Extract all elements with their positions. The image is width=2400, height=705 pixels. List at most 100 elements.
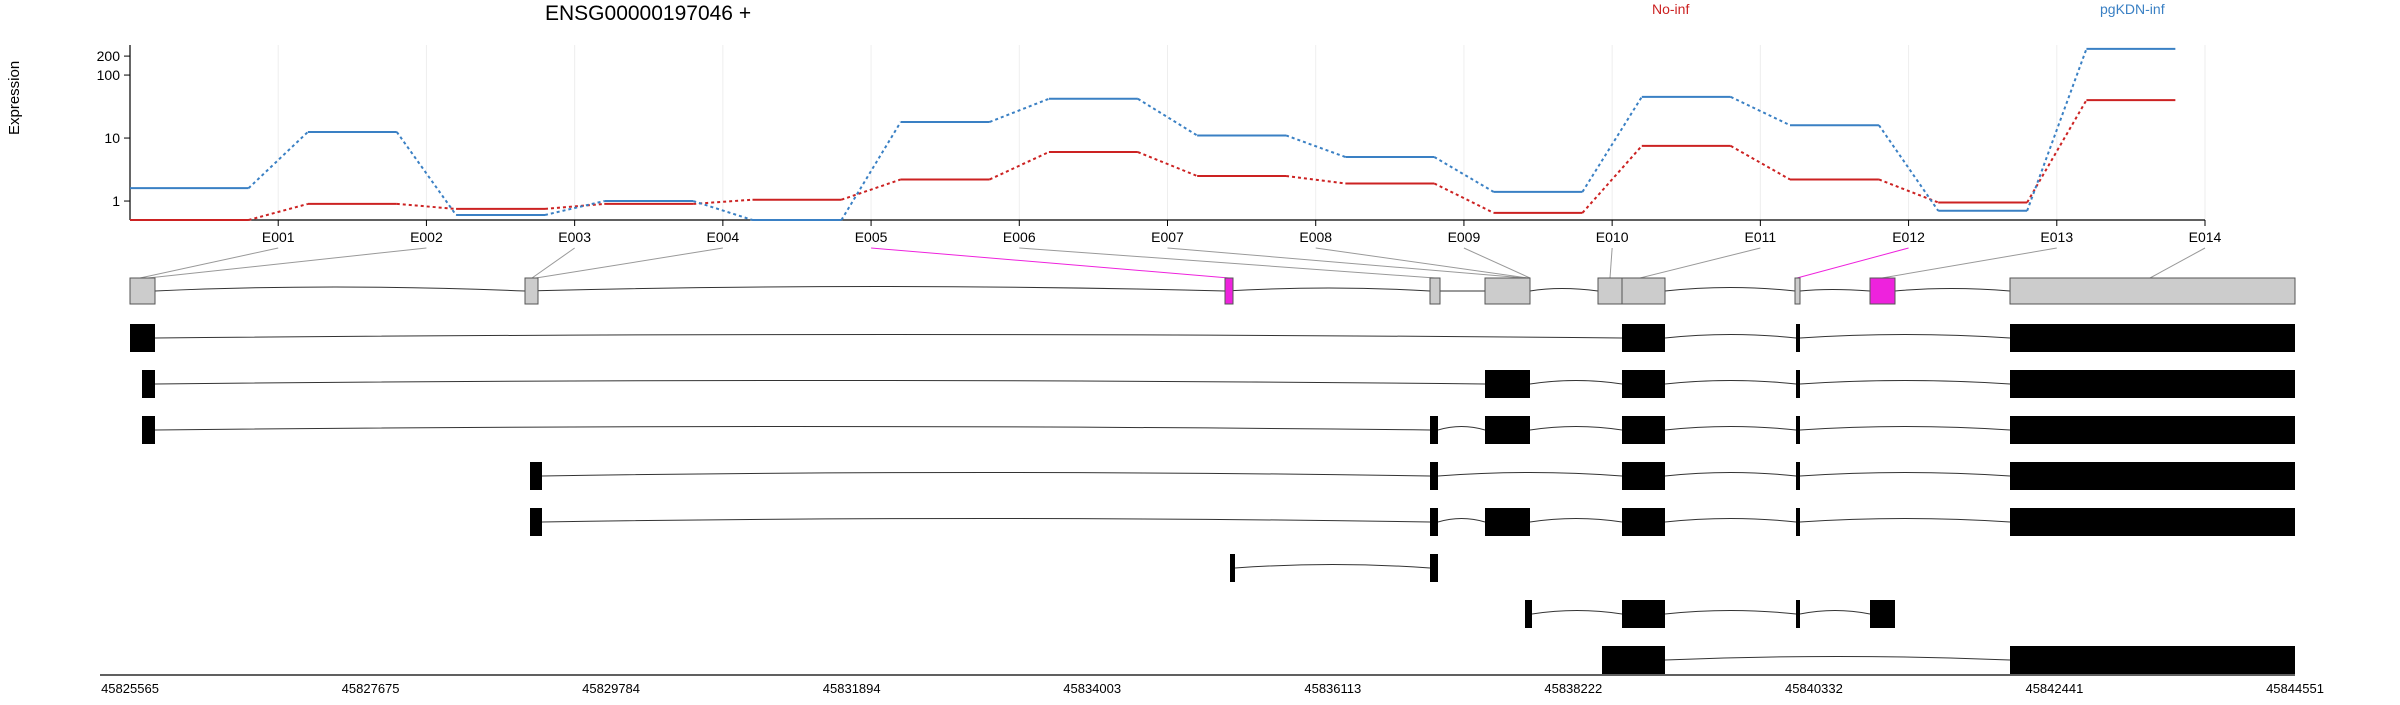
flattened-exon bbox=[1597, 277, 1623, 305]
x-tick-label: E014 bbox=[2189, 229, 2222, 245]
flattened-exon bbox=[2009, 277, 2296, 305]
transcript-intron bbox=[1529, 518, 1623, 523]
transcript-exon bbox=[1622, 324, 1665, 352]
transcript-intron bbox=[1799, 472, 2011, 477]
x-tick-label: E011 bbox=[1745, 229, 1777, 245]
series-transition bbox=[2026, 99, 2088, 203]
transcript-row bbox=[530, 462, 2295, 490]
transcript-exon bbox=[142, 416, 155, 444]
series-transition bbox=[2026, 48, 2088, 212]
exon-connector bbox=[1315, 247, 1529, 279]
genomic-tick-label: 45827675 bbox=[342, 681, 400, 696]
exon-connector bbox=[1019, 247, 1436, 279]
transcript-exon bbox=[1430, 462, 1438, 490]
transcript-row bbox=[130, 324, 2295, 352]
series-transition bbox=[396, 202, 457, 210]
y-tick-label: 10 bbox=[104, 130, 120, 146]
transcript-intron bbox=[1799, 334, 2011, 339]
series-no-inf bbox=[130, 99, 2176, 221]
y-tick-label: 1 bbox=[112, 193, 120, 209]
transcript-exon bbox=[1796, 370, 1800, 398]
x-tick-label: E007 bbox=[1151, 229, 1184, 245]
transcript-intron bbox=[1664, 380, 1797, 385]
flattened-exon bbox=[1621, 277, 1666, 305]
series-transition bbox=[248, 202, 309, 221]
x-tick-label: E004 bbox=[707, 229, 740, 245]
series-transition bbox=[1433, 182, 1495, 214]
series-transition bbox=[1581, 96, 1643, 193]
series-transition bbox=[989, 97, 1050, 123]
series-transition bbox=[1285, 174, 1346, 185]
transcript-exon bbox=[1485, 416, 1530, 444]
genomic-tick-label: 45829784 bbox=[582, 681, 640, 696]
flattened-exon bbox=[1224, 277, 1234, 305]
series-transition bbox=[544, 200, 605, 216]
genomic-tick-label: 45831894 bbox=[823, 681, 881, 696]
transcript-intron bbox=[1664, 472, 1797, 477]
transcript-intron bbox=[1664, 518, 1797, 523]
transcript-intron bbox=[1799, 426, 2011, 431]
y-tick-label: 100 bbox=[97, 67, 121, 83]
chart-title: ENSG00000197046 + bbox=[545, 2, 752, 25]
genomic-tick-label: 45842441 bbox=[2025, 681, 2083, 696]
exon-connector bbox=[147, 247, 427, 279]
transcript-exon bbox=[1796, 324, 1800, 352]
transcript-intron bbox=[541, 472, 1431, 477]
transcript-intron bbox=[154, 426, 1431, 431]
flattened-exon bbox=[1429, 277, 1441, 305]
transcript-intron bbox=[1529, 426, 1623, 431]
transcript-exon bbox=[1796, 462, 1800, 490]
transcript-intron bbox=[1664, 656, 2011, 661]
transcript-exon bbox=[1796, 508, 1800, 536]
transcript-exon bbox=[1796, 416, 1800, 444]
series-transition bbox=[840, 121, 902, 221]
genomic-tick-label: 45836113 bbox=[1304, 681, 1361, 696]
transcript-exon bbox=[1430, 416, 1438, 444]
genomic-tick-label: 45834003 bbox=[1063, 681, 1121, 696]
flattened-exon bbox=[129, 277, 156, 305]
series-transition bbox=[989, 151, 1050, 181]
transcript-intron bbox=[1437, 472, 1623, 477]
exon-connector bbox=[1881, 247, 2057, 279]
transcript-exon bbox=[1602, 646, 1665, 674]
transcript-exon bbox=[1230, 554, 1235, 582]
series-transition bbox=[1285, 134, 1346, 158]
transcript-exon bbox=[530, 508, 542, 536]
transcript-exon bbox=[1870, 600, 1895, 628]
transcript-exon bbox=[2010, 646, 2295, 674]
series-transition bbox=[395, 131, 457, 216]
flattened-exon bbox=[1794, 277, 1801, 305]
genomic-tick-label: 45825565 bbox=[101, 681, 159, 696]
transcript-exon bbox=[1622, 600, 1665, 628]
x-tick-label: E002 bbox=[410, 229, 443, 245]
transcript-exon bbox=[130, 324, 155, 352]
genomic-tick-label: 45840332 bbox=[1785, 681, 1843, 696]
series-transition bbox=[1730, 145, 1791, 181]
transcript-exon bbox=[1622, 370, 1665, 398]
transcript-intron bbox=[1664, 426, 1797, 431]
transcript-exon bbox=[2010, 462, 2295, 490]
y-axis-label: Expression bbox=[6, 60, 23, 135]
exon-connector bbox=[1796, 247, 1909, 279]
transcript-intron bbox=[1664, 610, 1797, 615]
exon-connector bbox=[535, 247, 723, 279]
transcript-intron bbox=[1531, 610, 1623, 615]
transcript-exon bbox=[1525, 600, 1532, 628]
transcript-row bbox=[142, 370, 2295, 398]
transcript-intron bbox=[1437, 426, 1486, 431]
transcript-intron bbox=[541, 518, 1431, 523]
transcript-exon bbox=[2010, 416, 2295, 444]
series-transition bbox=[1878, 124, 1940, 212]
x-tick-label: E005 bbox=[855, 229, 888, 245]
flattened-gene-intron bbox=[154, 286, 2011, 292]
series-pgkdn-inf bbox=[130, 47, 2176, 221]
transcript-intron bbox=[1529, 380, 1623, 385]
transcript-intron bbox=[1437, 518, 1486, 523]
series-transition bbox=[841, 178, 902, 201]
series-transition bbox=[692, 200, 753, 221]
transcript-row bbox=[530, 508, 2295, 536]
transcript-exon bbox=[2010, 370, 2295, 398]
exon-connector bbox=[1463, 247, 1531, 279]
